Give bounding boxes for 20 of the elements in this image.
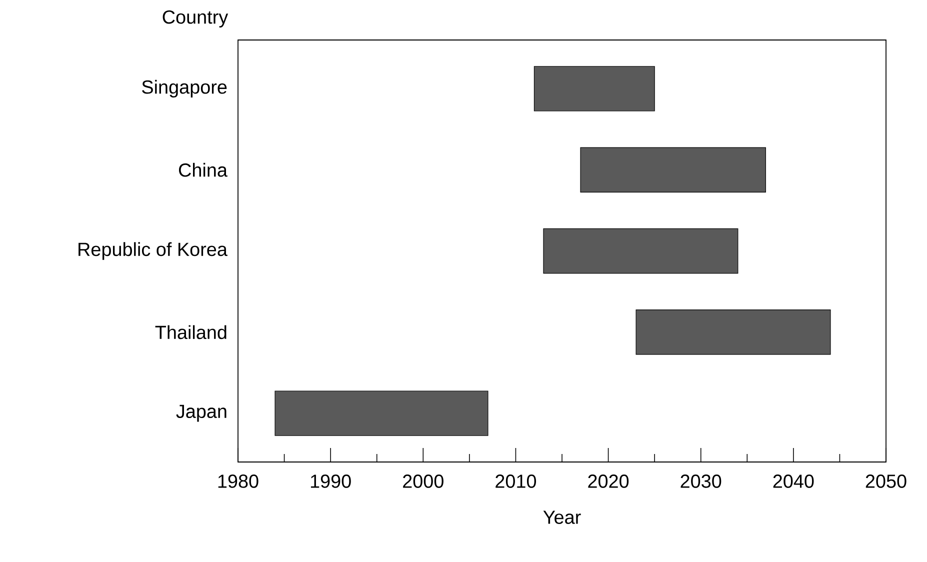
x-tick-label: 2040 [773,474,814,488]
x-tick-label: 2030 [680,474,722,488]
y-tick-label: Japan [176,404,226,422]
y-tick-label: China [178,162,228,177]
x-tick-label: 2010 [496,474,536,488]
x-tick-label: 1980 [218,474,258,488]
bar [543,228,738,274]
bar [580,147,766,192]
y-tick-label: Thailand [155,325,226,340]
x-tick-label: 2020 [588,474,629,488]
x-tick-label: 2000 [403,474,444,488]
x-tick-label: 2050 [866,474,906,488]
y-tick-label: Singapore [142,80,227,98]
x-axis-title: Year [543,510,581,524]
bar [274,390,488,436]
x-tick-label: 1990 [310,474,351,488]
bar [636,310,831,355]
y-axis-title: Country [162,10,228,28]
bar [534,66,655,112]
y-tick-label: Republic of Korea [78,242,228,260]
